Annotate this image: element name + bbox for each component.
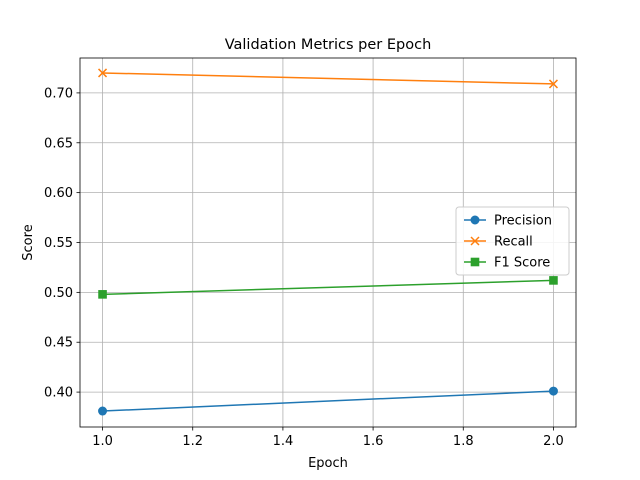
f1-score-line <box>102 279 554 296</box>
legend-f1-score-label: F1 Score <box>494 256 550 271</box>
x-axis-label: Epoch <box>308 456 348 471</box>
x-tick-label: 1.8 <box>453 434 474 449</box>
x-marker-stroke <box>98 68 108 78</box>
legend-f1-score-marker <box>470 257 480 267</box>
recall-point <box>548 79 558 89</box>
f1-score-point <box>549 276 558 285</box>
x-tick-label: 1.0 <box>92 434 113 449</box>
x-tick-label: 1.4 <box>273 434 294 449</box>
legend-precision-label: Precision <box>494 214 552 229</box>
f1-score-point <box>98 290 107 299</box>
precision-point <box>548 386 558 396</box>
x-tick-label: 1.6 <box>363 434 384 449</box>
y-tick-label: 0.65 <box>44 136 73 151</box>
legend-recall-label: Recall <box>494 235 533 250</box>
y-tick-label: 0.45 <box>44 336 73 351</box>
x-tick-label: 1.2 <box>182 434 203 449</box>
series-lines <box>98 68 558 416</box>
y-tick-label: 0.70 <box>44 86 73 101</box>
y-tick-label: 0.40 <box>44 386 73 401</box>
x-tick-label: 2.0 <box>543 434 564 449</box>
recall-line <box>102 72 554 85</box>
recall-point <box>98 68 108 78</box>
precision-point <box>98 406 108 416</box>
x-marker-stroke <box>548 79 558 89</box>
axis-ticks: 1.0 1.2 1.4 1.6 1.8 2.0 0.40 0.45 0.50 0.55 0.60 0.… <box>44 86 564 449</box>
y-tick-label: 0.60 <box>44 186 73 201</box>
legend: Precision Recall F1 Score <box>455 206 570 276</box>
x-marker-stroke <box>470 236 480 246</box>
legend-precision-marker <box>470 215 480 225</box>
legend-recall-marker <box>470 236 480 246</box>
chart-title: Validation Metrics per Epoch <box>225 37 432 53</box>
precision-line <box>102 390 554 412</box>
y-tick-label: 0.50 <box>44 286 73 301</box>
y-tick-label: 0.55 <box>44 236 73 251</box>
y-axis-label: Score <box>21 224 36 260</box>
legend-box <box>455 206 570 276</box>
